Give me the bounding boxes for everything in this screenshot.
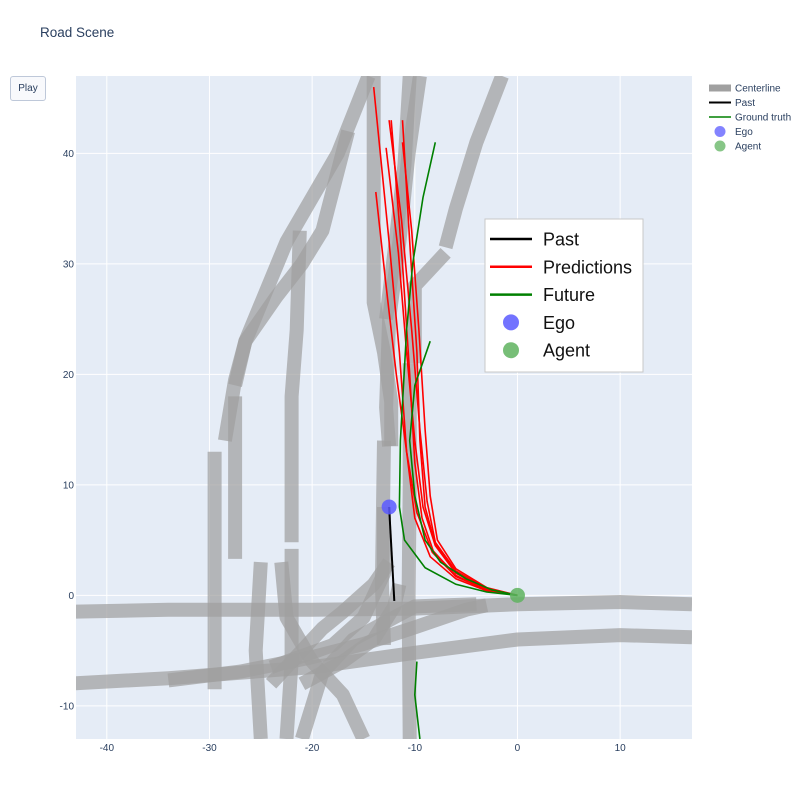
legend-swatch (714, 126, 726, 137)
inner-legend: Past Predictions Future Ego Agent (484, 218, 644, 373)
x-tick-label: -10 (408, 743, 423, 754)
centerline-segment (284, 230, 307, 543)
prediction-line (401, 142, 518, 597)
legend-label: Centerline (735, 84, 781, 95)
x-tick-label: -40 (100, 743, 115, 754)
inner-legend-label: Ego (543, 313, 575, 333)
x-tick-label: -30 (202, 743, 217, 754)
centerline-segment (274, 561, 370, 739)
markers (381, 499, 525, 603)
future-line (398, 142, 518, 597)
centerlines (76, 76, 692, 739)
inner-legend-swatch (503, 342, 519, 359)
inner-legend-label: Agent (543, 341, 590, 361)
centerline-segment (438, 76, 509, 250)
x-tick-label: 0 (515, 743, 521, 754)
legend: Centerline Past Ground truth Ego Agent (709, 84, 791, 153)
future-line (408, 340, 518, 597)
y-tick-label: 40 (63, 149, 75, 160)
inner-legend-label: Past (543, 230, 579, 250)
centerline-segment (248, 561, 268, 739)
y-tick-label: 0 (68, 591, 74, 602)
legend-swatch (714, 140, 726, 152)
x-tick-label: -20 (305, 743, 320, 754)
legend-label: Agent (735, 142, 761, 153)
legend-label: Past (735, 98, 755, 109)
page-title: Road Scene (40, 25, 115, 40)
centerline-segment (268, 507, 391, 674)
x-tick-label: 10 (615, 743, 627, 754)
past-line (388, 506, 396, 601)
y-tick-label: -10 (60, 701, 75, 712)
inner-legend-swatch (503, 314, 519, 331)
ego-marker (381, 499, 397, 515)
centerline-segment (295, 597, 477, 739)
centerline-segment (407, 248, 451, 364)
y-tick-label: 10 (63, 480, 75, 491)
prediction-line (375, 191, 518, 597)
legend-label: Ground truth (735, 113, 791, 124)
axes: -40 -30 -20 -10 0 10 -10 0 10 20 30 40 (60, 149, 627, 754)
future-line (413, 661, 421, 739)
legend-label: Ego (735, 127, 753, 138)
inner-legend-label: Predictions (543, 257, 632, 277)
prediction-line (372, 87, 518, 597)
data-layer (76, 76, 692, 739)
agent-marker (509, 587, 525, 603)
y-tick-label: 20 (63, 370, 75, 381)
centerline-segment (298, 582, 407, 690)
play-button[interactable]: Play (10, 76, 46, 101)
centerline-segment (401, 363, 417, 739)
y-tick-label: 30 (63, 259, 75, 270)
past-trajectory (388, 506, 396, 601)
future-trajectories (398, 142, 518, 739)
inner-legend-label: Future (543, 285, 595, 305)
centerline-segment (217, 76, 376, 442)
